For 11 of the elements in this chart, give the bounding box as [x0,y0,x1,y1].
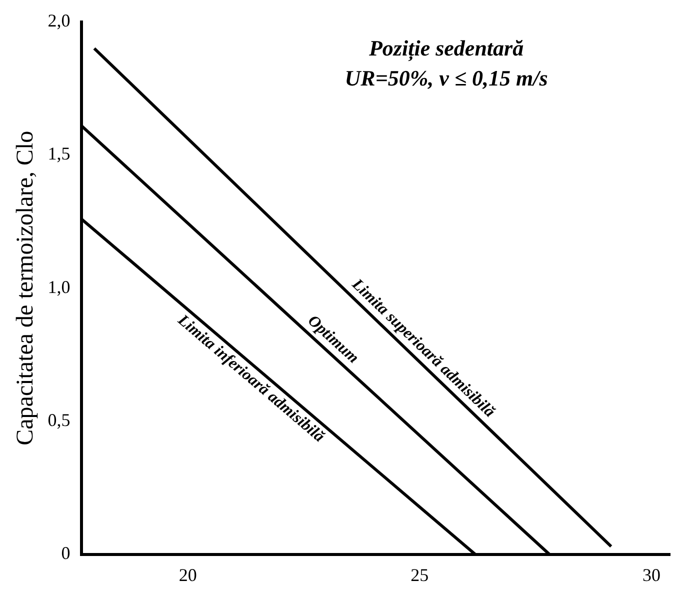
x-tick-label: 25 [410,564,429,585]
y-tick-label: 0 [61,543,70,564]
text: Poziție sedentară [368,35,524,62]
y-tick-label: 1,5 [48,144,70,164]
y-tick-label: 2,0 [48,10,70,31]
y-tick-label: 0,5 [48,410,70,430]
x-tick-label: 30 [642,564,660,585]
y-tick-label: 1,0 [48,276,70,297]
y-axis-title: Capacitatea de termoizolare, Clo [12,130,39,446]
text: UR=50%, v ≤ 0,15 m/s [344,65,548,90]
x-tick-label: 20 [178,564,197,585]
